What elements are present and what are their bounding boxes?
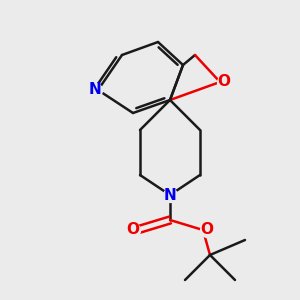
Text: N: N xyxy=(88,82,101,98)
Text: O: O xyxy=(127,223,140,238)
Text: O: O xyxy=(218,74,230,89)
Text: O: O xyxy=(200,223,214,238)
Text: N: N xyxy=(164,188,176,202)
